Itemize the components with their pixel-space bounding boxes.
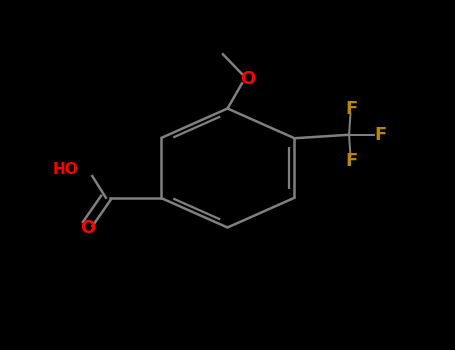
Text: HO: HO [53, 162, 79, 177]
Text: O: O [240, 70, 256, 88]
Text: F: F [345, 152, 358, 170]
Text: F: F [345, 99, 358, 118]
Text: O: O [80, 219, 96, 237]
Text: F: F [375, 126, 387, 144]
